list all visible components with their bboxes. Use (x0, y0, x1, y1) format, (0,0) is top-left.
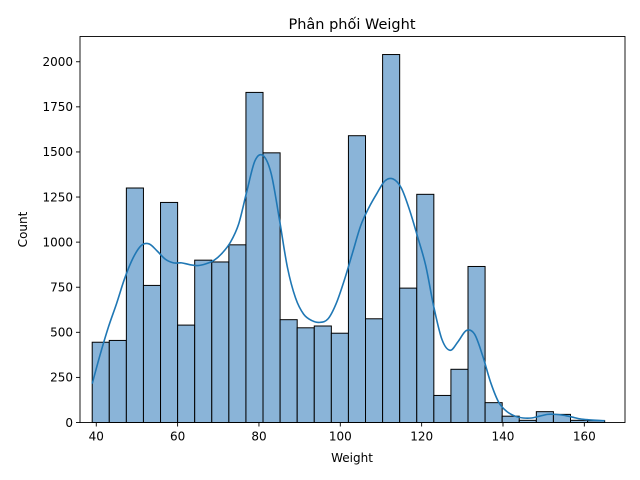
histogram-bar (433, 394, 452, 424)
histogram-bar (211, 261, 230, 423)
histogram-bar (347, 135, 367, 424)
y-axis-ticks: 0 250 500 750 1000 1250 1500 1750 2000 (42, 55, 80, 430)
histogram-bar (262, 152, 281, 423)
x-tick-label: 120 (410, 430, 433, 444)
x-tick-label: 160 (573, 430, 596, 444)
y-tick-label: 1000 (42, 235, 73, 249)
histogram-bar (450, 368, 469, 424)
histogram-bar (467, 265, 486, 423)
y-tick-label: 1500 (42, 145, 73, 159)
plot-frame (79, 36, 626, 423)
kde-curve (91, 153, 605, 422)
y-tick-label: 1750 (42, 100, 73, 114)
histogram-bar (228, 244, 247, 423)
x-axis-label: Weight (331, 451, 373, 465)
y-tick-label: 0 (65, 416, 73, 430)
histogram-bar (416, 193, 435, 423)
histogram-bar (245, 91, 264, 423)
histogram-bar (484, 402, 503, 423)
histogram-bar (399, 287, 418, 423)
histogram-bar (194, 259, 213, 423)
histogram-bar (160, 201, 179, 423)
x-tick-label: 80 (251, 430, 266, 444)
x-tick-label: 140 (492, 430, 515, 444)
x-axis-ticks: 40 60 80 100 120 140 160 (89, 422, 596, 444)
histogram-bar (296, 327, 315, 423)
histogram-bar (382, 54, 401, 423)
x-tick-label: 60 (170, 430, 185, 444)
y-tick-label: 750 (50, 281, 73, 295)
histogram-bar (125, 187, 144, 423)
chart-title: Phân phối Weight (288, 16, 415, 33)
histogram-bar (108, 339, 127, 423)
y-tick-label: 500 (50, 326, 73, 340)
y-tick-label: 250 (50, 371, 73, 385)
histogram-bar (365, 318, 384, 423)
y-tick-label: 1250 (42, 190, 73, 204)
histogram-bar (279, 319, 298, 424)
histogram-bars (91, 54, 606, 424)
x-tick-label: 40 (89, 430, 104, 444)
histogram-bar (142, 284, 162, 423)
y-axis-label: Count (16, 211, 30, 247)
histogram-bar (330, 332, 349, 424)
y-tick-label: 2000 (42, 55, 73, 69)
histogram-bar (177, 324, 196, 424)
histogram-bar (313, 325, 332, 423)
x-tick-label: 100 (329, 430, 352, 444)
